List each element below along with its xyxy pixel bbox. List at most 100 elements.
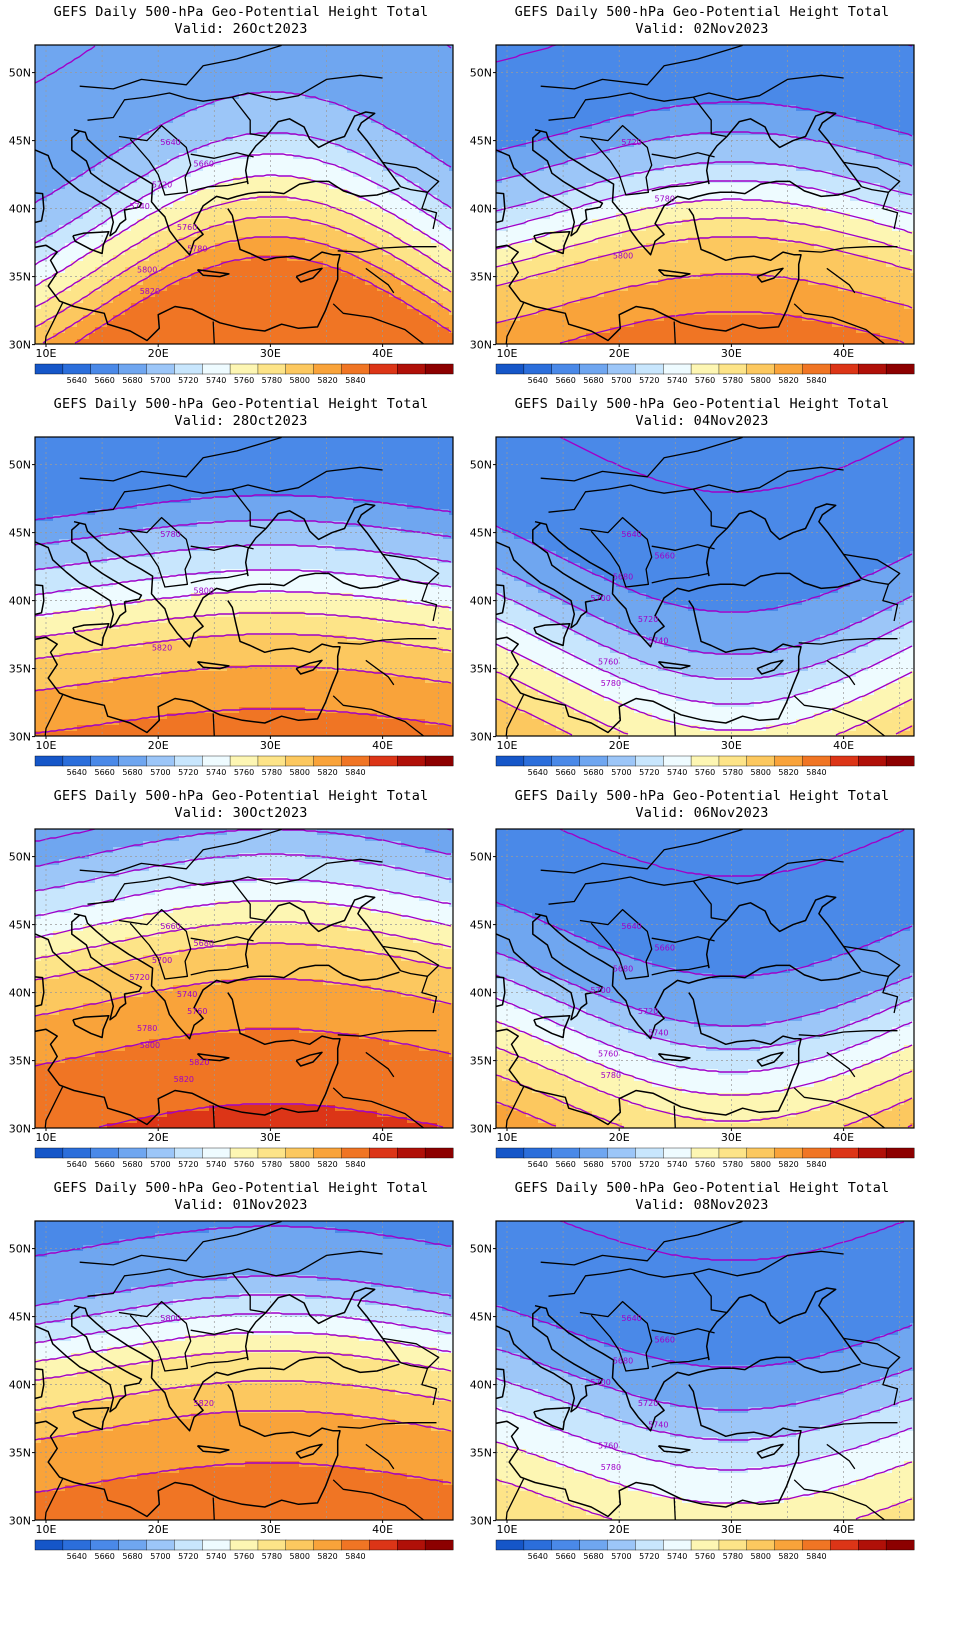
lon-tick-label: 40E — [372, 1523, 393, 1536]
colorbar-label: 5740 — [667, 1552, 687, 1561]
colorbar-label: 5740 — [206, 1552, 226, 1561]
contour-line — [35, 633, 452, 660]
coastlines — [35, 437, 440, 736]
colorbar-label: 5800 — [751, 1160, 771, 1169]
contour-line — [35, 853, 451, 892]
coastlines — [35, 45, 440, 344]
contour-label: 5820 — [189, 1058, 209, 1067]
colorbar-label: 5760 — [695, 1160, 715, 1169]
colorbar-swatch — [495, 755, 525, 767]
colorbar-swatch — [495, 363, 525, 375]
colorbar-label: 5820 — [317, 1160, 337, 1169]
colorbar-swatch — [858, 363, 887, 375]
contour-line — [42, 236, 452, 344]
lon-tick-label: 10E — [497, 347, 518, 360]
contour-label: 5800 — [613, 251, 633, 260]
lat-tick-label: 30N — [9, 731, 31, 744]
contour-label: 5780 — [601, 679, 621, 688]
colorbar-label: 5820 — [317, 376, 337, 385]
colorbar-swatch — [90, 755, 120, 767]
colorbar-label: 5660 — [555, 376, 575, 385]
colorbar-label: 5640 — [528, 1160, 548, 1169]
contour-label: 5660 — [194, 159, 214, 168]
colorbar-swatch — [662, 1147, 692, 1159]
colorbar-swatch — [885, 1147, 915, 1159]
colorbar-swatch — [146, 1147, 175, 1159]
contour-line — [496, 1020, 913, 1096]
lat-tick-label: 40N — [470, 595, 492, 608]
colorbar-label: 5840 — [806, 768, 826, 777]
lon-tick-label: 10E — [497, 739, 518, 752]
colorbar-label: 5640 — [67, 768, 87, 777]
lon-tick-label: 40E — [833, 1523, 854, 1536]
colorbar-label: 5800 — [751, 376, 771, 385]
lon-tick-label: 20E — [609, 1523, 630, 1536]
lon-tick-label: 30E — [721, 1131, 742, 1144]
colorbar-label: 5680 — [583, 768, 603, 777]
colorbar-swatch — [635, 363, 664, 375]
colorbar-swatch — [551, 1147, 581, 1159]
contour-line — [35, 196, 452, 308]
contour-line — [35, 900, 452, 938]
colorbar-swatch — [551, 1539, 581, 1551]
filled-contours — [496, 829, 914, 1128]
lat-tick-label: 35N — [470, 663, 492, 676]
lat-tick-label: 35N — [470, 1055, 492, 1068]
filled-contours — [496, 1221, 914, 1520]
lat-tick-label: 50N — [470, 851, 492, 864]
map-frame — [495, 436, 915, 737]
lat-tick-label: 50N — [9, 67, 31, 80]
colorbar-swatch — [746, 1147, 776, 1159]
lat-tick-label: 50N — [9, 459, 31, 472]
lat-tick-label: 30N — [470, 1123, 492, 1136]
colorbar-swatch — [607, 1147, 636, 1159]
lat-tick-label: 50N — [470, 1243, 492, 1256]
contour-label: 5660 — [655, 943, 675, 952]
colorbar-label: 5760 — [695, 768, 715, 777]
lat-tick-label: 45N — [9, 527, 31, 540]
lat-tick-label: 45N — [470, 135, 492, 148]
colorbar-swatch — [885, 755, 915, 767]
map-panel: GEFS Daily 500-hPa Geo-Potential Height … — [0, 0, 482, 410]
colorbar-swatch — [830, 1147, 859, 1159]
contour-line — [496, 1441, 913, 1504]
map-panel: GEFS Daily 500-hPa Geo-Potential Height … — [0, 1176, 482, 1586]
colorbar-label: 5780 — [262, 768, 282, 777]
lat-tick-label: 45N — [9, 1311, 31, 1324]
lat-tick-label: 45N — [470, 919, 492, 932]
colorbar: 5640 5660 5680 5700 5720 5740 5760 5780 5800 5820… — [495, 755, 915, 777]
colorbar-label: 5840 — [345, 1160, 365, 1169]
lat-tick-label: 30N — [9, 1515, 31, 1528]
contour-line — [35, 1225, 451, 1257]
colorbar-label: 5780 — [723, 768, 743, 777]
contour-line — [35, 1294, 452, 1325]
colorbar-swatch — [802, 1539, 831, 1551]
map-panel: GEFS Daily 500-hPa Geo-Potential Height … — [0, 392, 482, 802]
map-frame — [34, 44, 454, 345]
contour-line — [35, 878, 452, 917]
colorbar-swatch — [579, 755, 608, 767]
colorbar-label: 5820 — [778, 1552, 798, 1561]
colorbar-swatch — [174, 363, 203, 375]
contour-line — [35, 1312, 451, 1344]
map-frame — [495, 1220, 915, 1521]
colorbar-swatch — [90, 363, 120, 375]
contour-line — [35, 1331, 452, 1363]
contour-label: 5780 — [601, 1071, 621, 1080]
colorbar-swatch — [341, 1147, 370, 1159]
lat-tick-label: 40N — [470, 203, 492, 216]
contour-line — [35, 519, 452, 546]
colorbar-swatch — [802, 1147, 831, 1159]
colorbar-label: 5700 — [150, 768, 170, 777]
colorbar-label: 5740 — [206, 376, 226, 385]
colorbar-swatch — [229, 1539, 259, 1551]
colorbar-swatch — [146, 755, 175, 767]
height-map: 5660568057005720574057605780580058205820… — [9, 828, 454, 1169]
lat-tick-label: 30N — [470, 1515, 492, 1528]
panel-valid-date: Valid: 30Oct2023 — [0, 805, 482, 822]
lon-tick-label: 40E — [372, 739, 393, 752]
lat-tick-label: 45N — [9, 135, 31, 148]
colorbar-label: 5720 — [639, 1160, 659, 1169]
colorbar-label: 5780 — [262, 1160, 282, 1169]
panel-title: GEFS Daily 500-hPa Geo-Potential Height … — [461, 396, 943, 413]
